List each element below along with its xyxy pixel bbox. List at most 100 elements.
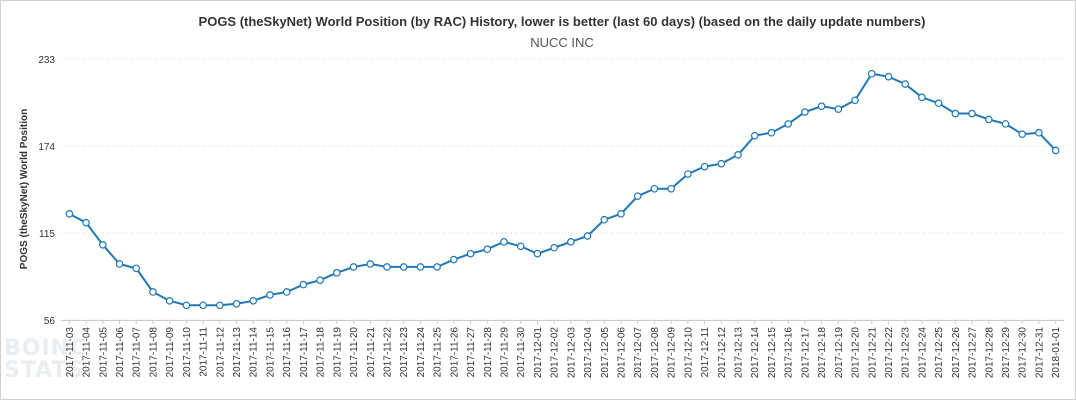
x-tick-label: 2017-11-05	[98, 327, 109, 378]
x-tick-label: 2017-12-22	[884, 327, 895, 379]
data-point[interactable]	[349, 263, 358, 271]
data-point[interactable]	[333, 269, 341, 277]
data-point[interactable]	[784, 120, 792, 128]
series-line	[68, 72, 1057, 307]
x-tick-label: 2017-11-26	[449, 327, 460, 378]
data-point[interactable]	[383, 263, 391, 271]
x-tick-label: 2017-11-17	[299, 327, 310, 378]
data-point[interactable]	[165, 297, 174, 305]
data-point[interactable]	[199, 301, 207, 310]
data-point[interactable]	[567, 238, 575, 246]
data-point[interactable]	[1051, 146, 1060, 155]
y-tick-label: 115	[39, 229, 55, 240]
x-tick-label: 2017-11-25	[433, 327, 444, 378]
data-point[interactable]	[867, 69, 876, 78]
data-point[interactable]	[450, 255, 458, 264]
data-point[interactable]	[550, 243, 558, 252]
data-point[interactable]	[767, 128, 776, 137]
data-point[interactable]	[834, 105, 843, 113]
data-point[interactable]	[617, 210, 625, 218]
x-tick-label: 2017-12-24	[917, 327, 928, 379]
x-tick-label: 2017-12-30	[1018, 327, 1029, 379]
data-point[interactable]	[968, 109, 976, 118]
x-tick-label: 2017-12-29	[1001, 327, 1012, 379]
data-point[interactable]	[299, 280, 308, 289]
x-tick-label: 2017-11-06	[115, 327, 126, 378]
x-tick-label: 2017-12-11	[700, 327, 711, 378]
x-tick-label: 2017-12-02	[550, 327, 561, 379]
x-tick-label: 2017-12-15	[767, 327, 778, 379]
data-point[interactable]	[1018, 130, 1027, 139]
data-point[interactable]	[483, 245, 492, 254]
data-point[interactable]	[1001, 120, 1010, 128]
data-point[interactable]	[667, 184, 675, 193]
x-tick-label: 2017-12-23	[901, 327, 912, 379]
x-tick-label: 2017-12-10	[683, 327, 694, 379]
chart-title: POGS (theSkyNet) World Position (by RAC)…	[198, 14, 926, 29]
x-tick-label: 2017-11-24	[416, 327, 427, 378]
x-tick-label: 2017-12-25	[934, 327, 945, 379]
data-point[interactable]	[851, 96, 859, 105]
y-tick-label: 56	[44, 316, 56, 327]
data-point[interactable]	[717, 159, 726, 168]
data-point[interactable]	[282, 288, 291, 296]
data-point[interactable]	[149, 288, 157, 296]
data-point[interactable]	[65, 210, 74, 218]
data-point[interactable]	[316, 276, 324, 284]
data-point[interactable]	[216, 301, 224, 310]
data-point[interactable]	[82, 218, 90, 227]
x-tick-label: 2017-11-30	[516, 327, 527, 378]
data-point[interactable]	[266, 291, 274, 299]
y-tick-label: 174	[38, 142, 55, 153]
data-point[interactable]	[650, 184, 659, 193]
x-tick-label: 2017-11-16	[282, 327, 293, 378]
data-point[interactable]	[182, 301, 191, 310]
data-point[interactable]	[633, 192, 642, 200]
data-point[interactable]	[249, 297, 258, 305]
x-tick-label: 2017-11-15	[265, 327, 276, 378]
data-point[interactable]	[600, 215, 609, 224]
data-point[interactable]	[734, 151, 742, 159]
data-point[interactable]	[366, 260, 375, 268]
boinc-stats-watermark: BOINC STATS	[4, 336, 88, 383]
x-tick-label: 2017-11-10	[182, 327, 193, 378]
x-tick-label: 2017-11-07	[132, 327, 143, 378]
x-tick-label: 2017-12-08	[650, 327, 661, 379]
data-point[interactable]	[132, 264, 141, 273]
x-tick-label: 2017-12-01	[533, 327, 544, 379]
x-tick-label: 2017-12-18	[817, 327, 828, 379]
data-point[interactable]	[750, 131, 759, 140]
data-point[interactable]	[918, 93, 926, 102]
data-point[interactable]	[232, 299, 241, 308]
data-point[interactable]	[700, 162, 709, 171]
data-point[interactable]	[433, 263, 441, 271]
data-point[interactable]	[817, 102, 826, 110]
x-tick-label: 2017-12-04	[583, 327, 594, 379]
data-point[interactable]	[98, 240, 107, 249]
data-point[interactable]	[934, 99, 943, 108]
data-point[interactable]	[416, 263, 425, 271]
data-point[interactable]	[984, 115, 993, 124]
data-point[interactable]	[801, 108, 809, 116]
data-point[interactable]	[583, 232, 592, 240]
data-point[interactable]	[684, 170, 692, 178]
data-point[interactable]	[500, 238, 508, 246]
series-points	[65, 69, 1060, 310]
x-tick-label: 2017-11-04	[82, 327, 93, 378]
x-tick-label: 2017-12-06	[617, 327, 628, 379]
x-tick-label: 2017-12-13	[734, 327, 745, 379]
data-point[interactable]	[115, 260, 124, 268]
data-point[interactable]	[901, 80, 909, 88]
data-point[interactable]	[884, 72, 893, 81]
x-tick-label: 2017-12-20	[851, 327, 862, 379]
data-point[interactable]	[516, 242, 525, 251]
x-tick-label: 2017-12-03	[566, 327, 577, 379]
x-tick-label: 2017-11-19	[332, 327, 343, 378]
data-point[interactable]	[951, 109, 960, 118]
x-tick-label: 2017-12-19	[834, 327, 845, 379]
data-point[interactable]	[466, 249, 475, 258]
data-point[interactable]	[533, 249, 542, 258]
data-point[interactable]	[399, 263, 408, 271]
x-tick-label: 2017-11-20	[349, 327, 360, 378]
data-point[interactable]	[1035, 128, 1043, 137]
